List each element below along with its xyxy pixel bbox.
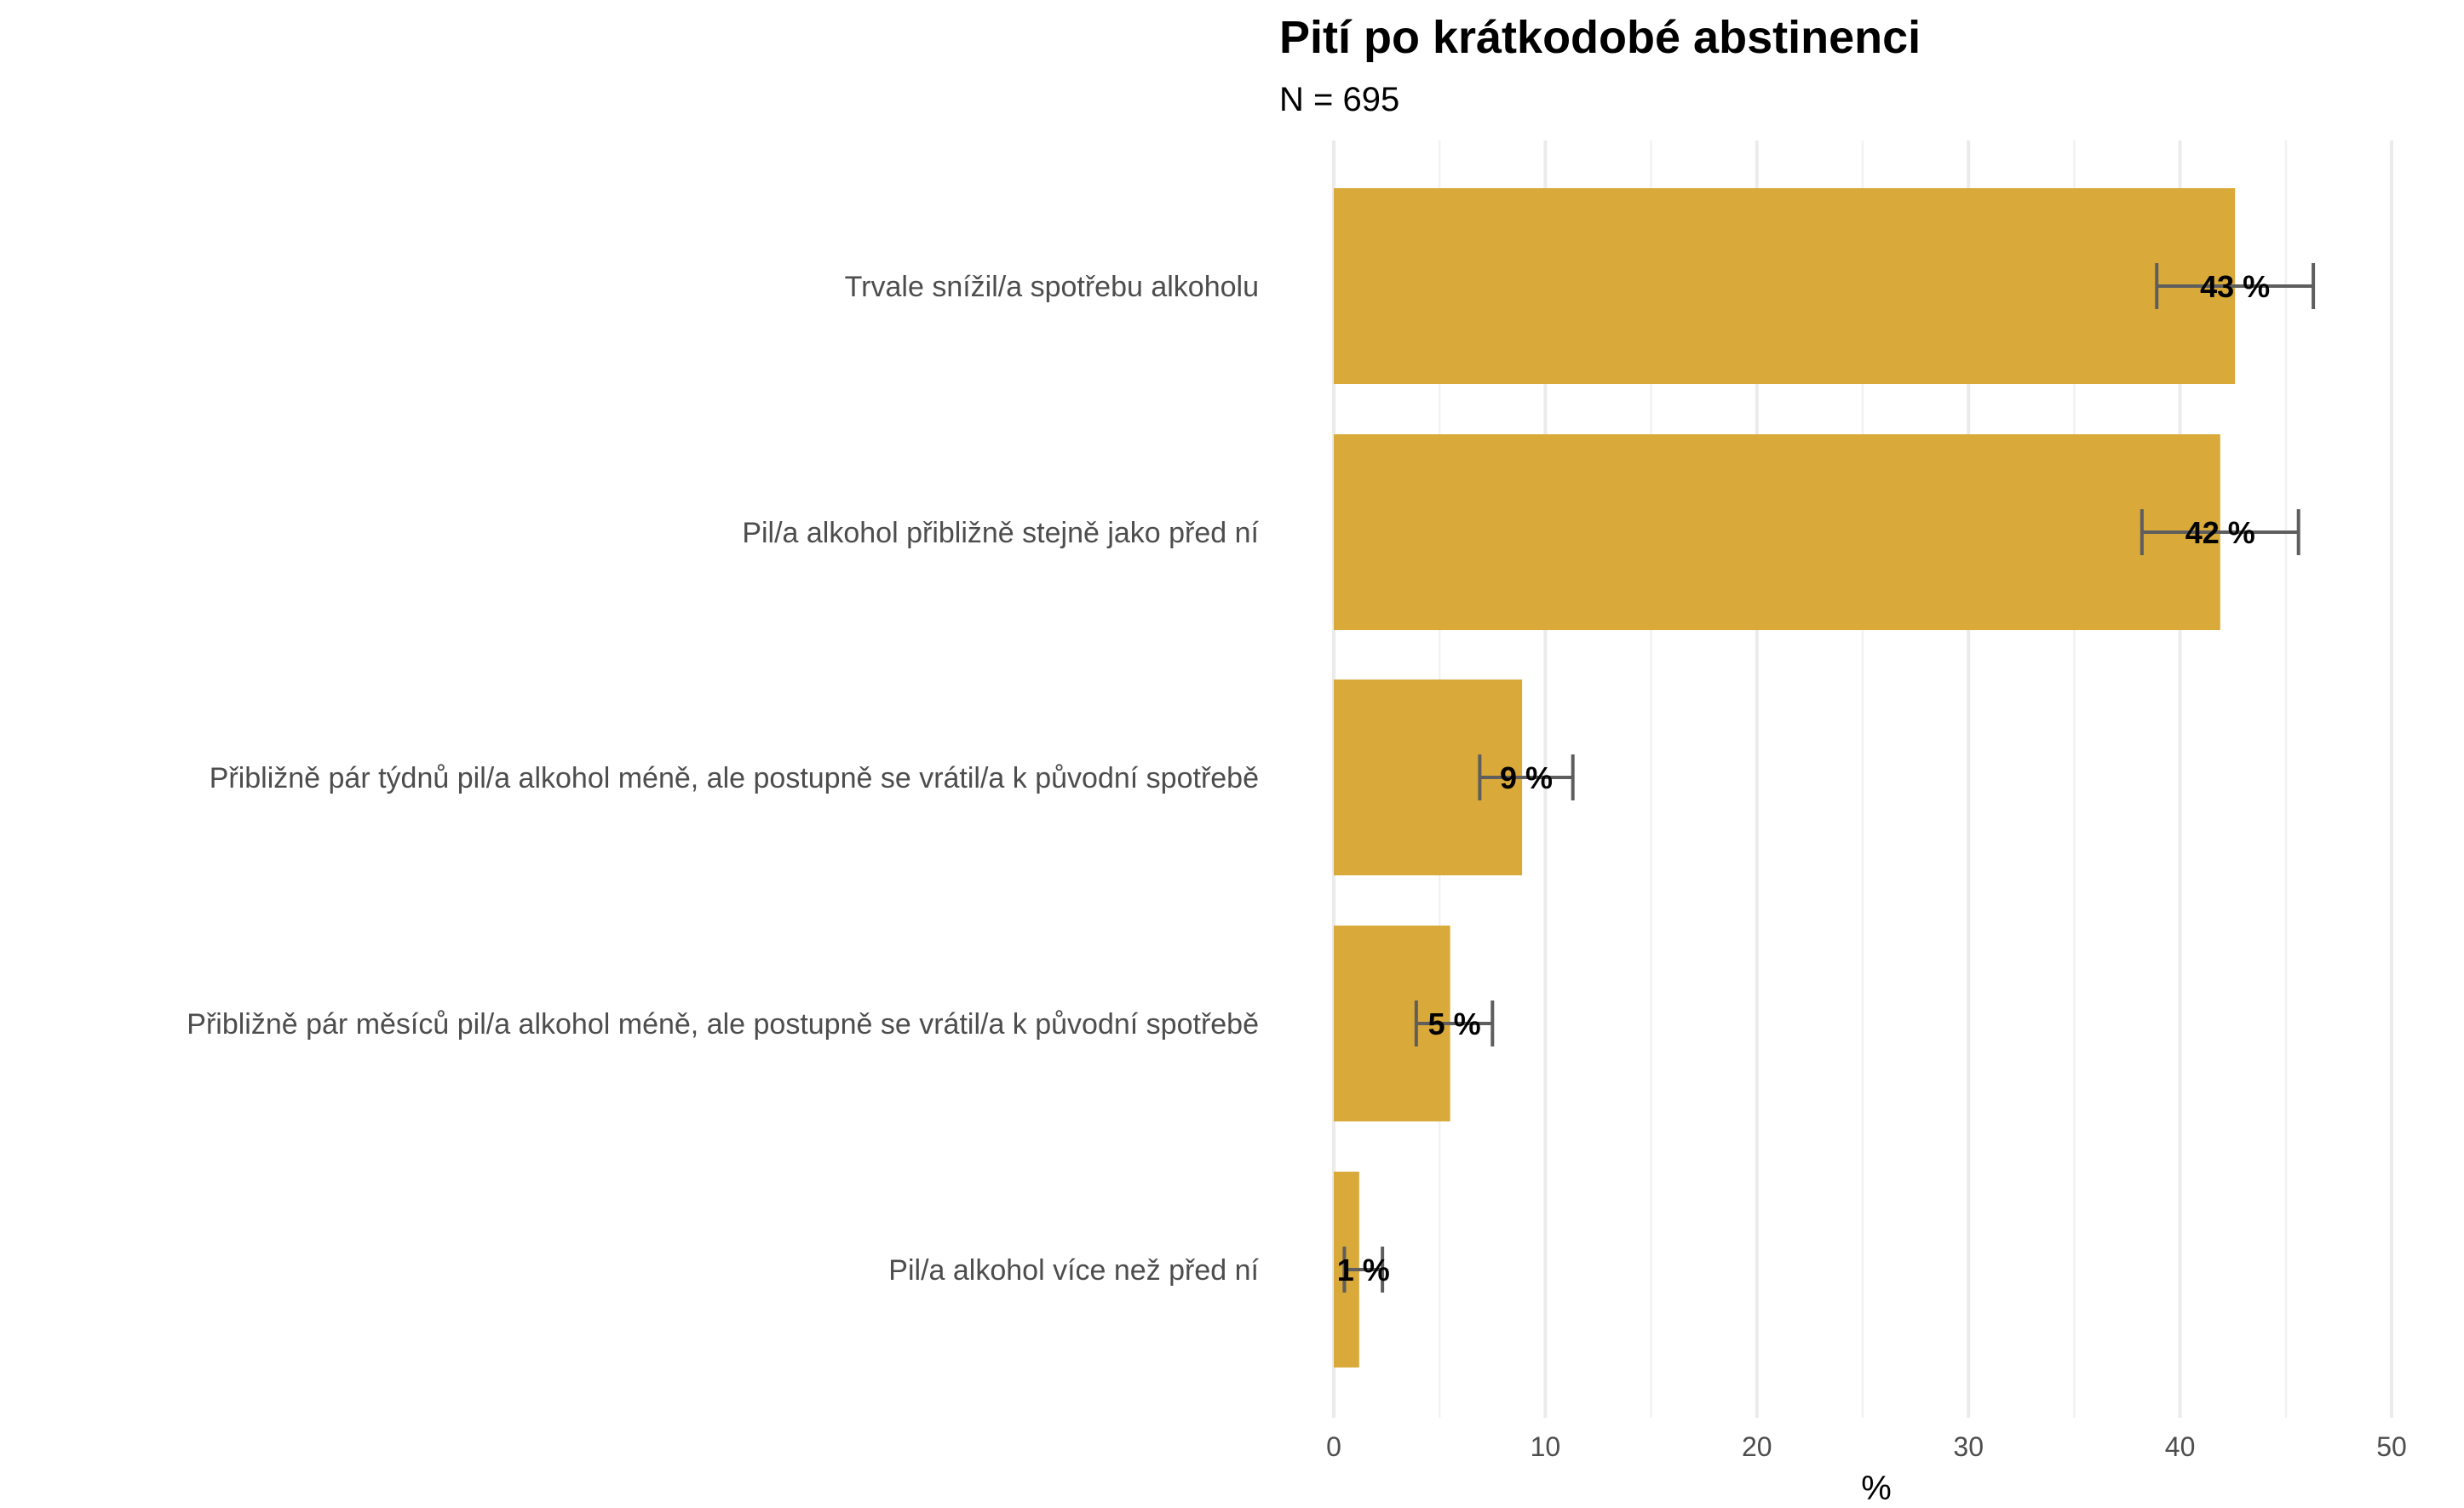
data-label: 5 % <box>1428 1006 1481 1041</box>
category-label: Trvale snížil/a spotřebu alkoholu <box>845 271 1259 303</box>
data-label: 43 % <box>2200 269 2270 304</box>
error-bars <box>1342 263 2316 1293</box>
x-tick-label: 0 <box>1326 1431 1341 1462</box>
x-axis-title: % <box>1861 1470 1892 1507</box>
x-tick-label: 30 <box>1953 1431 1984 1462</box>
data-label: 9 % <box>1500 760 1553 795</box>
x-tick-label: 50 <box>2376 1431 2407 1462</box>
category-label: Pil/a alkohol více než před ní <box>888 1254 1259 1287</box>
category-label: Přibližně pár týdnů pil/a alkohol méně, … <box>210 762 1259 794</box>
data-labels: 43 % 42 % 9 % 5 % 1 % <box>1337 269 2270 1287</box>
data-label: 42 % <box>2185 515 2255 550</box>
chart-title: Pití po krátkodobé abstinenci <box>1279 12 1921 63</box>
x-tick-label: 10 <box>1531 1431 1561 1462</box>
bar <box>1334 434 2220 630</box>
category-label: Přibližně pár měsíců pil/a alkohol méně,… <box>187 1008 1259 1041</box>
bar <box>1334 188 2236 384</box>
x-tick-labels: 0 10 20 30 40 50 <box>1326 1431 2407 1462</box>
x-tick-label: 40 <box>2165 1431 2196 1462</box>
bars <box>1334 188 2236 1368</box>
category-labels: Trvale snížil/a spotřebu alkoholu Pil/a a… <box>187 271 1259 1287</box>
category-label: Pil/a alkohol přibližně stejně jako před… <box>742 517 1259 549</box>
data-label: 1 % <box>1337 1253 1390 1287</box>
chart-subtitle: N = 695 <box>1279 81 1399 118</box>
x-tick-label: 20 <box>1742 1431 1772 1462</box>
